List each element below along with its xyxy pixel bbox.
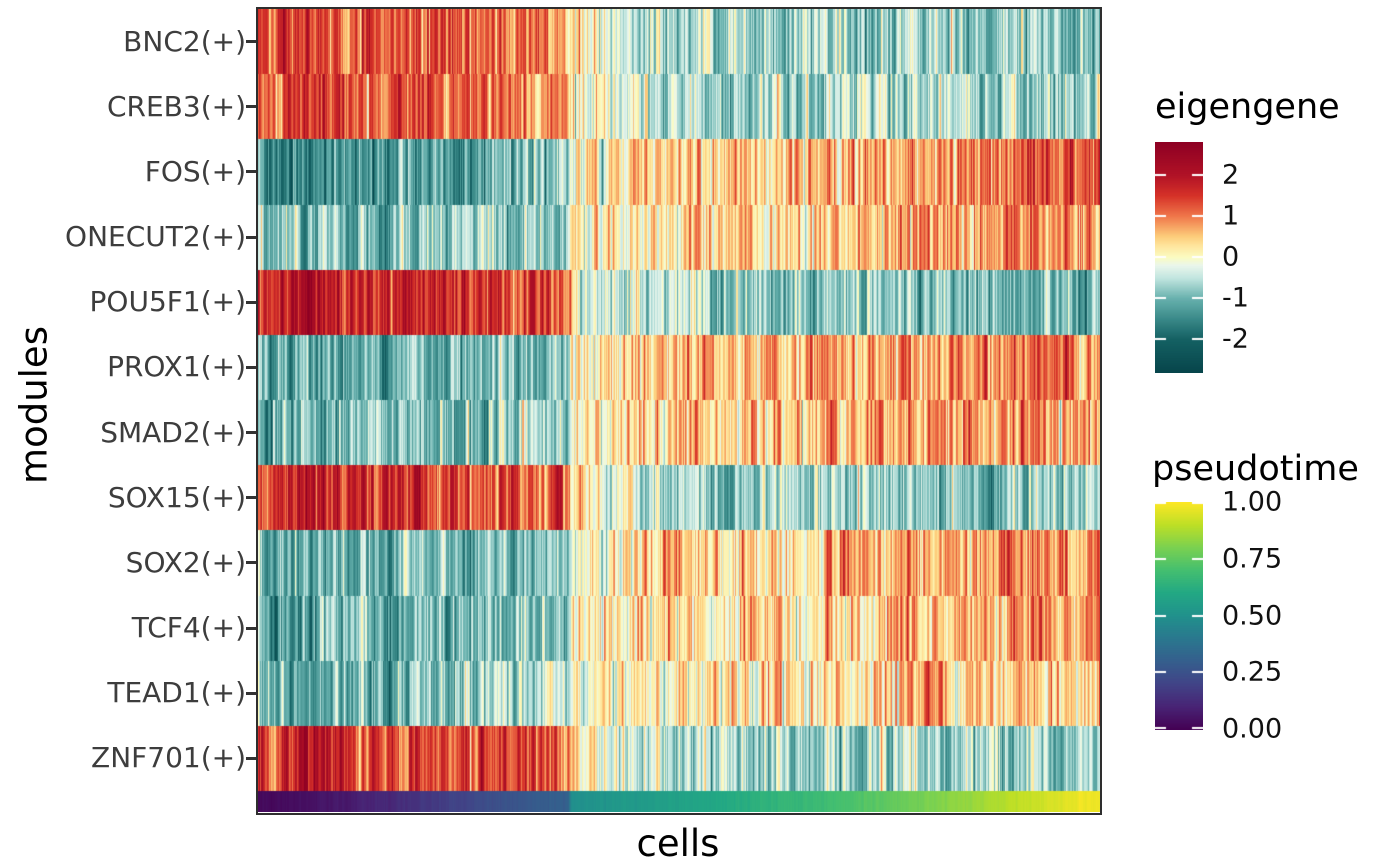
y-tick-label-smad2: SMAD2(+): [100, 415, 246, 449]
y-axis-tick: [246, 105, 256, 109]
pseudotime-legend-tick-label: 0.25: [1222, 656, 1283, 688]
y-tick-label-creb3: CREB3(+): [106, 89, 246, 123]
y-tick-label-onecut2: ONECUT2(+): [65, 220, 246, 254]
heatmap-canvas: [258, 9, 1100, 812]
y-tick-label-tcf4: TCF4(+): [131, 611, 246, 645]
y-tick-label-bnc2: BNC2(+): [123, 24, 246, 58]
eigengene-legend-tick-label: 2: [1222, 159, 1240, 191]
y-tick-label-sox15: SOX15(+): [107, 480, 246, 514]
y-axis-tick: [246, 170, 256, 174]
y-tick-label-pou5f1: POU5F1(+): [89, 285, 246, 319]
legend-title-pseudotime: pseudotime: [1152, 449, 1359, 489]
x-axis-title: cells: [636, 822, 720, 865]
pseudotime-legend-tick-label: 1.00: [1222, 486, 1283, 518]
pseudotime-legend-tick-label: 0.00: [1222, 713, 1283, 745]
y-axis-tick: [246, 300, 256, 304]
eigengene-colorbar: [1155, 142, 1203, 373]
eigengene-legend-tick-label: 0: [1222, 241, 1240, 273]
pseudotime-legend-tick-label: 0.50: [1222, 600, 1283, 631]
eigengene-legend-tick-label: -2: [1222, 323, 1249, 355]
pseudotime-legend-tick-label: 0.75: [1222, 543, 1283, 575]
y-axis-tick: [246, 691, 256, 695]
y-axis-tick: [246, 365, 256, 369]
pseudotime-colorbar: [1155, 502, 1203, 730]
y-axis-tick: [246, 40, 256, 44]
eigengene-legend-tick-label: 1: [1222, 200, 1240, 232]
y-tick-label-znf701: ZNF701(+): [91, 741, 246, 775]
y-axis-tick: [246, 235, 256, 239]
y-tick-label-fos: FOS(+): [144, 154, 246, 188]
y-tick-label-prox1: PROX1(+): [107, 350, 246, 384]
y-tick-label-sox2: SOX2(+): [125, 545, 246, 579]
y-axis-tick: [246, 431, 256, 435]
y-axis-tick: [246, 561, 256, 565]
y-axis-title: modules: [12, 326, 56, 484]
y-tick-label-tead1: TEAD1(+): [107, 676, 246, 710]
eigengene-legend-tick-label: -1: [1222, 282, 1249, 314]
y-axis-tick: [246, 756, 256, 760]
y-axis-tick: [246, 496, 256, 500]
legend-title-eigengene: eigengene: [1155, 87, 1340, 127]
y-axis-tick: [246, 626, 256, 630]
